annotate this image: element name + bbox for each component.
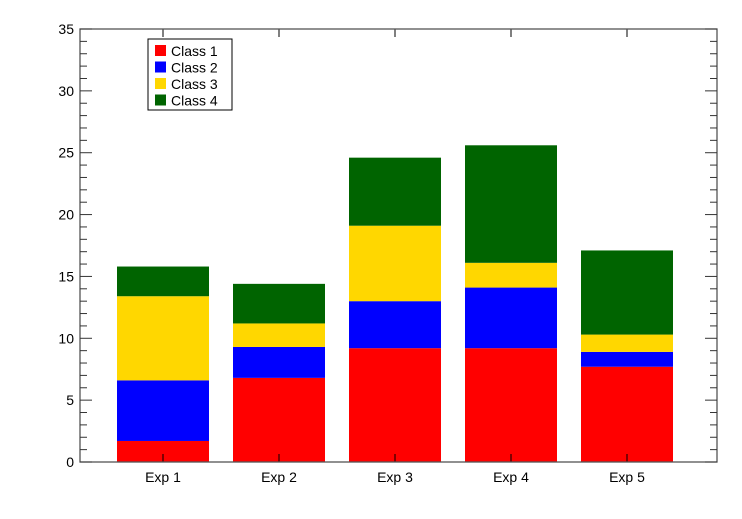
y-tick-label: 10 [58, 330, 74, 346]
legend-label: Class 4 [171, 93, 218, 109]
bar-segment-1-4 [117, 266, 209, 297]
bar-segment-5-3 [581, 334, 673, 352]
y-tick-label: 15 [58, 268, 74, 284]
legend-label: Class 3 [171, 76, 218, 92]
bar-segment-4-1 [465, 348, 557, 462]
bar-segment-5-1 [581, 366, 673, 462]
legend-label: Class 2 [171, 60, 218, 76]
bar-segment-4-4 [465, 145, 557, 263]
legend-swatch-2 [155, 61, 166, 73]
bar-segment-5-2 [581, 351, 673, 367]
legend-label: Class 1 [171, 43, 218, 59]
bar-segment-3-4 [349, 157, 441, 226]
bar-segment-2-3 [233, 323, 325, 347]
bar-segment-1-1 [117, 440, 209, 462]
bar-segment-2-1 [233, 377, 325, 462]
bar-segment-2-4 [233, 283, 325, 324]
x-tick-label: Exp 1 [145, 469, 181, 485]
y-tick-label: 20 [58, 207, 74, 223]
legend-swatch-3 [155, 78, 166, 89]
plot-frame [79, 28, 718, 463]
legend-swatch-1 [155, 45, 166, 56]
x-tick-label: Exp 2 [261, 469, 297, 485]
legend-swatch-4 [155, 94, 166, 106]
bar-segment-1-2 [117, 380, 209, 441]
bar-segment-3-1 [349, 348, 441, 462]
bar-segment-4-2 [465, 287, 557, 349]
x-tick-label: Exp 5 [609, 469, 645, 485]
y-tick-label: 0 [66, 454, 74, 470]
bar-segment-1-3 [117, 296, 209, 381]
bar-segment-5-4 [581, 250, 673, 335]
x-tick-label: Exp 3 [377, 469, 413, 485]
y-tick-label: 25 [58, 145, 74, 161]
x-tick-label: Exp 4 [493, 469, 529, 485]
y-tick-label: 35 [58, 21, 74, 37]
y-tick-label: 30 [58, 83, 74, 99]
bar-segment-4-3 [465, 262, 557, 288]
bar-segment-2-2 [233, 346, 325, 378]
bar-segment-3-2 [349, 301, 441, 349]
bar-segment-3-3 [349, 225, 441, 302]
y-tick-label: 5 [66, 392, 74, 408]
